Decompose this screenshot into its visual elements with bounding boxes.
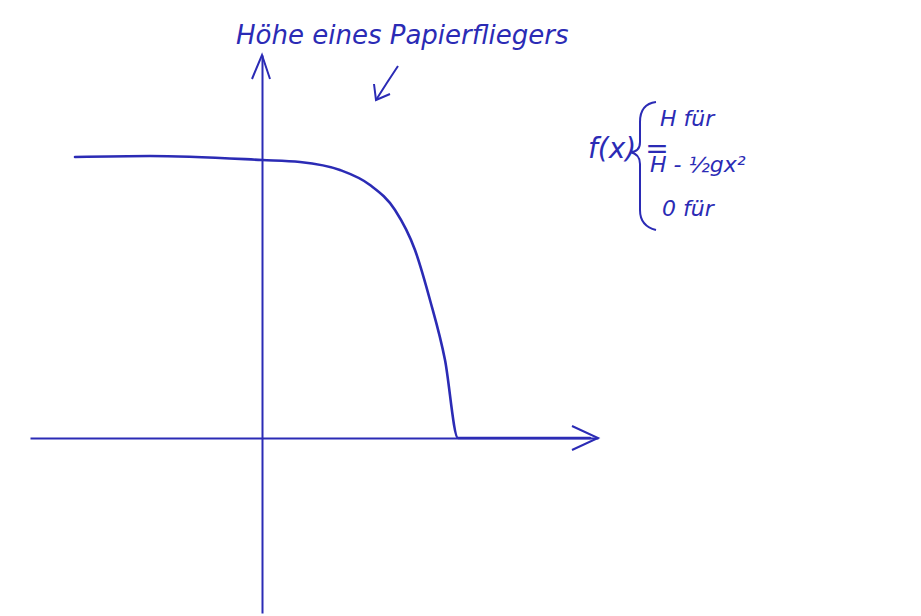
y-arrowhead [252, 55, 270, 79]
formula-brace [630, 102, 656, 230]
annotations: Höhe eines Papierfliegersf(x) =H fürH - … [236, 20, 746, 221]
plot-area [75, 156, 590, 438]
formula-case: H - ½gx² [650, 152, 746, 177]
y-axis-line [262, 56, 264, 614]
formula-case: 0 für [662, 196, 716, 221]
height-curve [75, 156, 590, 438]
formula-case: H für [660, 106, 716, 131]
label-pointer-head [374, 84, 390, 100]
y-axis [262, 56, 263, 614]
chart: Höhe eines Papierfliegersf(x) =H fürH - … [0, 0, 921, 616]
curve-label: Höhe eines Papierfliegers [236, 20, 568, 50]
